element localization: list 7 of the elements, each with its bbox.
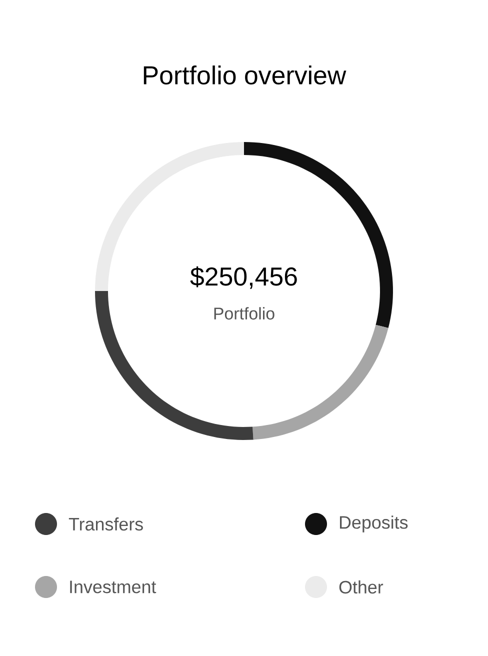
- legend-label: Other: [339, 580, 384, 594]
- legend-label: Deposits: [340, 516, 408, 532]
- text: Portfolio: [214, 307, 274, 320]
- legend-label: Transfers: [68, 517, 143, 531]
- text: $250,456: [190, 266, 297, 289]
- legend-label: Investment: [70, 580, 156, 594]
- chart-title: Portfolio overview: [144, 65, 346, 85]
